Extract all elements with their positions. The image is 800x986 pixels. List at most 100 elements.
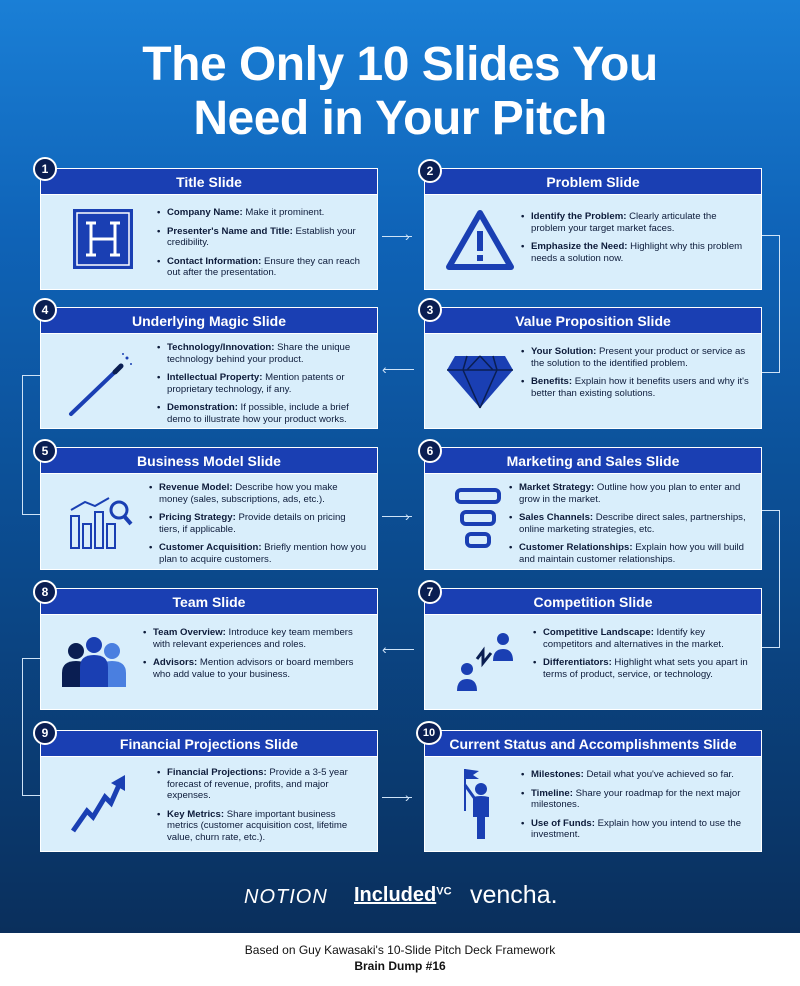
- list-item: Emphasize the Need: Highlight why this p…: [521, 241, 751, 264]
- footer: Based on Guy Kawasaki's 10-Slide Pitch D…: [0, 933, 800, 986]
- slide-card-competition: Competition Slide Competitive Landscape:…: [424, 588, 762, 710]
- step-badge-5: 5: [33, 439, 57, 463]
- connector-8-9: [22, 658, 40, 796]
- bullet-list: Technology/Innovation: Share the unique …: [157, 342, 369, 432]
- connector-4-5: [22, 375, 40, 515]
- card-heading: Marketing and Sales Slide: [425, 448, 761, 474]
- list-item: Key Metrics: Share important business me…: [157, 809, 369, 844]
- list-item: Use of Funds: Explain how you intend to …: [521, 818, 753, 841]
- bullet-list: Market Strategy: Outline how you plan to…: [509, 482, 757, 572]
- slide-card-title: Title Slide Company Name: Make it promin…: [40, 168, 378, 290]
- connector-3-4: [384, 369, 414, 370]
- list-item: Presenter's Name and Title: Establish yo…: [157, 226, 367, 249]
- bullet-list: Your Solution: Present your product or s…: [521, 346, 753, 406]
- list-item: Differentiators: Highlight what sets you…: [533, 657, 753, 680]
- card-heading: Competition Slide: [425, 589, 761, 615]
- card-heading: Value Proposition Slide: [425, 308, 761, 334]
- step-badge-9: 9: [33, 721, 57, 745]
- list-item: Sales Channels: Describe direct sales, p…: [509, 512, 757, 535]
- list-item: Intellectual Property: Mention patents o…: [157, 372, 369, 395]
- bullet-list: Competitive Landscape: Identify key comp…: [533, 627, 753, 687]
- step-badge-4: 4: [33, 298, 57, 322]
- connector-7-8: [384, 649, 414, 650]
- infographic-poster: The Only 10 Slides You Need in Your Pitc…: [0, 0, 800, 933]
- arrow-right-1-2: ›: [405, 228, 410, 244]
- step-badge-7: 7: [418, 580, 442, 604]
- list-item: Company Name: Make it prominent.: [157, 207, 367, 219]
- step-badge-6: 6: [418, 439, 442, 463]
- connector-6-7: [762, 510, 780, 648]
- slide-card-value-proposition: Value Proposition Slide Your Solution: P…: [424, 307, 762, 429]
- list-item: Advisors: Mention advisors or board memb…: [143, 657, 369, 680]
- slide-card-business-model: Business Model Slide Revenue Model: Desc…: [40, 447, 378, 570]
- flag-person-icon: [463, 769, 489, 839]
- diamond-icon: [447, 355, 513, 409]
- bullet-list: Team Overview: Introduce key team member…: [143, 627, 369, 687]
- arrow-left-3-4: ‹: [382, 361, 387, 377]
- warning-icon: [446, 210, 514, 270]
- list-item: Contact Information: Ensure they can rea…: [157, 256, 367, 279]
- footer-credit: Based on Guy Kawasaki's 10-Slide Pitch D…: [244, 943, 556, 957]
- list-item: Customer Acquisition: Briefly mention ho…: [149, 542, 369, 565]
- competitors-icon: [457, 633, 513, 691]
- list-item: Benefits: Explain how it benefits users …: [521, 376, 753, 399]
- slide-card-marketing-sales: Marketing and Sales Slide Market Strateg…: [424, 447, 762, 570]
- list-item: Competitive Landscape: Identify key comp…: [533, 627, 753, 650]
- notion-logo: NOTION: [244, 886, 328, 908]
- slide-card-financial-projections: Financial Projections Slide Financial Pr…: [40, 730, 378, 852]
- bullet-list: Revenue Model: Describe how you make mon…: [149, 482, 369, 572]
- list-item: Timeline: Share your roadmap for the nex…: [521, 788, 753, 811]
- list-item: Your Solution: Present your product or s…: [521, 346, 753, 369]
- slide-card-team: Team Slide Team Overview: Introduce key …: [40, 588, 378, 710]
- vencha-logo: vencha.: [470, 881, 558, 909]
- connector-2-3: [762, 235, 780, 373]
- list-item: Technology/Innovation: Share the unique …: [157, 342, 369, 365]
- arrow-right-9-10: ›: [405, 789, 410, 805]
- list-item: Team Overview: Introduce key team member…: [143, 627, 369, 650]
- list-item: Revenue Model: Describe how you make mon…: [149, 482, 369, 505]
- sponsor-logos: NOTION IncludedVC vencha.: [0, 878, 800, 914]
- step-badge-1: 1: [33, 157, 57, 181]
- card-heading: Title Slide: [41, 169, 377, 195]
- page-title: The Only 10 Slides You Need in Your Pitc…: [0, 38, 800, 146]
- step-badge-8: 8: [33, 580, 57, 604]
- chart-magnifier-icon: [70, 497, 133, 549]
- bullet-list: Company Name: Make it prominent. Present…: [157, 207, 367, 286]
- letter-h-icon: [73, 209, 133, 269]
- card-heading: Problem Slide: [425, 169, 761, 195]
- magic-wand-icon: [69, 353, 132, 416]
- step-badge-10: 10: [416, 721, 442, 745]
- bullet-list: Milestones: Detail what you've achieved …: [521, 769, 753, 848]
- connector-1-2: [382, 236, 412, 237]
- slide-card-underlying-magic: Underlying Magic Slide Technology/Innova…: [40, 307, 378, 429]
- page-title-line2: Need in Your Pitch: [193, 92, 607, 145]
- growth-arrow-icon: [70, 775, 125, 833]
- funnel-icon: [455, 488, 501, 548]
- slide-card-current-status: Current Status and Accomplishments Slide…: [424, 730, 762, 852]
- card-heading: Underlying Magic Slide: [41, 308, 377, 334]
- bullet-list: Financial Projections: Provide a 3-5 yea…: [157, 767, 369, 850]
- step-badge-3: 3: [418, 298, 442, 322]
- list-item: Market Strategy: Outline how you plan to…: [509, 482, 757, 505]
- list-item: Milestones: Detail what you've achieved …: [521, 769, 753, 781]
- step-badge-2: 2: [418, 159, 442, 183]
- slide-card-problem: Problem Slide Identify the Problem: Clea…: [424, 168, 762, 290]
- connector-9-10: [382, 797, 412, 798]
- card-heading: Financial Projections Slide: [41, 731, 377, 757]
- included-vc-logo: IncludedVC: [354, 884, 452, 906]
- page-title-line1: The Only 10 Slides You: [142, 38, 658, 91]
- card-heading: Team Slide: [41, 589, 377, 615]
- list-item: Financial Projections: Provide a 3-5 yea…: [157, 767, 369, 802]
- list-item: Pricing Strategy: Provide details on pri…: [149, 512, 369, 535]
- list-item: Demonstration: If possible, include a br…: [157, 402, 369, 425]
- arrow-right-5-6: ›: [405, 508, 410, 524]
- card-heading: Current Status and Accomplishments Slide: [425, 731, 761, 757]
- bullet-list: Identify the Problem: Clearly articulate…: [521, 211, 751, 271]
- team-icon: [62, 637, 126, 687]
- list-item: Customer Relationships: Explain how you …: [509, 542, 757, 565]
- footer-series: Brain Dump #16: [354, 959, 446, 973]
- card-heading: Business Model Slide: [41, 448, 377, 474]
- connector-5-6: [382, 516, 412, 517]
- arrow-left-7-8: ‹: [382, 641, 387, 657]
- list-item: Identify the Problem: Clearly articulate…: [521, 211, 751, 234]
